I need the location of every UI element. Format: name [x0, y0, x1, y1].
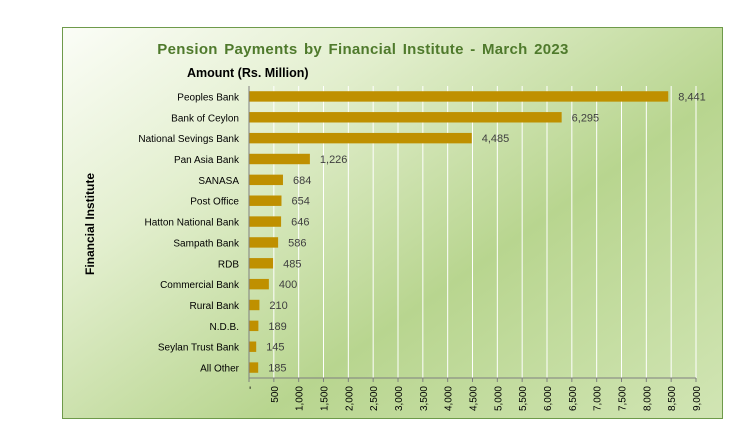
bar [249, 237, 279, 248]
data-label: 145 [266, 342, 284, 354]
chart-area: Pension Payments by Financial Institute … [62, 27, 723, 419]
x-tick-label: 8,000 [642, 386, 653, 411]
x-tick-label: 1,000 [295, 386, 306, 411]
data-label: 684 [293, 175, 311, 187]
data-label: 586 [288, 237, 306, 249]
data-label: 4,485 [482, 133, 510, 145]
bar-chart: 8,441 Peoples Bank 6,295 Bank of Ceylon 4,48… [138, 86, 706, 411]
x-tick-label: 6,000 [543, 386, 554, 411]
category-label: SANASA [198, 176, 239, 187]
data-label: 654 [291, 196, 309, 208]
x-tick-label: - [245, 386, 256, 389]
chart-title: Pension Payments by Financial Institute … [157, 41, 569, 58]
category-label: Pan Asia Bank [174, 155, 240, 166]
x-tick-label: 4,000 [444, 386, 455, 411]
category-label: N.D.B. [210, 322, 239, 333]
x-tick-label: 7,500 [618, 386, 629, 411]
category-label: Hatton National Bank [144, 218, 240, 229]
x-tick-label: 2,000 [344, 386, 355, 411]
data-label: 6,295 [572, 112, 600, 124]
data-label: 185 [268, 363, 286, 375]
category-label: Commercial Bank [160, 280, 240, 291]
category-label: Peoples Bank [177, 92, 240, 103]
x-tick-label: 4,500 [469, 386, 480, 411]
data-label: 210 [269, 300, 287, 312]
x-tick-label: 5,500 [518, 386, 529, 411]
bar [249, 299, 260, 311]
bar [249, 362, 259, 373]
category-label: All Other [200, 364, 240, 375]
bar [249, 341, 257, 352]
category-label: RDB [218, 259, 239, 270]
x-tick-label: 5,000 [493, 386, 504, 411]
x-tick-label: 500 [270, 386, 281, 403]
category-label: National Sevings Bank [138, 134, 240, 145]
data-label: 646 [291, 217, 309, 229]
category-label: Seylan Trust Bank [158, 343, 240, 354]
category-label: Bank of Ceylon [171, 113, 239, 124]
bar [249, 132, 472, 144]
x-tick-label: 9,000 [692, 386, 703, 411]
bar [249, 320, 259, 332]
data-label: 189 [268, 321, 286, 333]
x-tick-label: 2,500 [369, 386, 380, 411]
bar [249, 91, 669, 102]
data-label: 400 [279, 279, 297, 291]
bar [249, 278, 269, 290]
x-tick-label: 3,000 [394, 386, 405, 411]
category-label: Rural Bank [190, 301, 240, 312]
x-tick-label: 7,000 [593, 386, 604, 411]
bar [249, 112, 562, 123]
x-tick-label: 6,500 [568, 386, 579, 411]
bar [249, 195, 282, 206]
bar [249, 153, 310, 165]
x-tick-label: 1,500 [320, 386, 331, 411]
category-label: Post Office [190, 197, 239, 208]
bar [249, 258, 274, 269]
x-axis-title: Amount (Rs. Million) [187, 66, 309, 80]
bar [249, 216, 282, 227]
bar [249, 174, 283, 186]
x-tick-label: 8,500 [667, 386, 678, 411]
category-label: Sampath Bank [173, 238, 240, 249]
x-tick-label: 3,500 [419, 386, 430, 411]
data-label: 8,441 [678, 91, 706, 103]
data-label: 1,226 [320, 154, 348, 166]
data-label: 485 [283, 258, 301, 270]
